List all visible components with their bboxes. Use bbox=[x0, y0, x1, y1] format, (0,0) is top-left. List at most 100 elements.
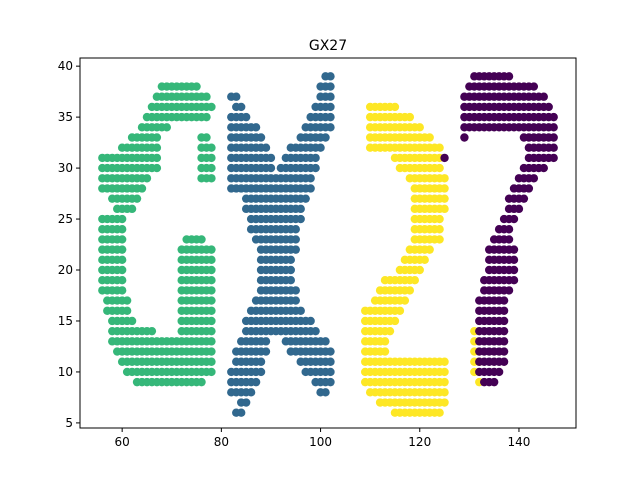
data-point bbox=[420, 255, 429, 265]
data-point bbox=[435, 408, 444, 417]
data-point bbox=[207, 102, 216, 112]
data-point bbox=[261, 347, 271, 356]
data-point bbox=[261, 337, 271, 346]
data-point bbox=[390, 102, 400, 112]
data-point bbox=[207, 357, 216, 366]
data-point bbox=[207, 255, 216, 265]
data-point bbox=[122, 296, 132, 305]
y-tick-label: 40 bbox=[58, 59, 73, 73]
data-point bbox=[326, 102, 335, 112]
data-point bbox=[544, 102, 553, 112]
data-point bbox=[435, 163, 444, 173]
data-point bbox=[400, 296, 410, 305]
data-point bbox=[207, 347, 216, 356]
data-point bbox=[549, 133, 558, 142]
data-point bbox=[127, 316, 137, 326]
series-2 bbox=[361, 102, 484, 417]
x-tick-label: 100 bbox=[309, 435, 332, 449]
data-point bbox=[291, 286, 300, 295]
data-point bbox=[152, 163, 162, 173]
data-point bbox=[286, 255, 295, 265]
data-point bbox=[117, 286, 127, 295]
data-point bbox=[504, 286, 514, 295]
y-tick-label: 15 bbox=[58, 314, 73, 328]
chart-title: GX27 bbox=[309, 38, 347, 54]
data-point bbox=[425, 245, 434, 254]
data-point bbox=[499, 316, 509, 326]
data-point bbox=[207, 306, 216, 315]
x-tick-label: 60 bbox=[115, 435, 130, 449]
data-point bbox=[509, 276, 519, 285]
data-point bbox=[326, 92, 335, 101]
data-point bbox=[232, 92, 241, 101]
x-tick-label: 80 bbox=[214, 435, 229, 449]
data-point bbox=[321, 337, 330, 346]
data-point bbox=[306, 316, 315, 326]
data-point bbox=[499, 357, 509, 366]
data-point bbox=[132, 194, 142, 203]
data-point bbox=[197, 377, 206, 387]
points-layer bbox=[98, 72, 558, 417]
data-point bbox=[301, 194, 310, 203]
series-1 bbox=[227, 72, 335, 417]
data-point bbox=[524, 184, 534, 193]
data-point bbox=[207, 367, 216, 377]
data-point bbox=[117, 255, 127, 265]
data-point bbox=[440, 367, 449, 377]
data-point bbox=[410, 276, 419, 285]
data-point bbox=[440, 357, 449, 366]
data-point bbox=[316, 143, 325, 152]
data-point bbox=[207, 316, 216, 326]
data-point bbox=[251, 123, 261, 132]
data-point bbox=[266, 163, 276, 173]
data-point bbox=[117, 235, 127, 244]
data-point bbox=[117, 225, 127, 234]
data-point bbox=[142, 174, 152, 183]
data-point bbox=[435, 235, 444, 244]
data-point bbox=[256, 133, 266, 142]
data-point bbox=[326, 82, 335, 91]
data-point bbox=[326, 367, 335, 377]
data-point bbox=[499, 306, 509, 315]
data-point bbox=[207, 276, 216, 285]
data-point bbox=[385, 326, 395, 336]
data-point bbox=[152, 143, 162, 152]
data-point bbox=[207, 163, 216, 173]
data-point bbox=[326, 357, 335, 366]
data-point bbox=[162, 123, 171, 132]
data-point bbox=[435, 225, 444, 234]
y-tick-label: 30 bbox=[58, 161, 73, 175]
data-point bbox=[202, 112, 211, 122]
data-point bbox=[380, 347, 390, 356]
data-point bbox=[440, 184, 449, 193]
data-point bbox=[207, 265, 216, 275]
data-point bbox=[326, 377, 335, 387]
data-point bbox=[549, 123, 558, 132]
data-point bbox=[152, 133, 162, 142]
data-point bbox=[504, 72, 514, 81]
data-point bbox=[117, 245, 127, 254]
data-point bbox=[440, 174, 449, 183]
x-axis: 60 80 100 120 140 bbox=[115, 428, 531, 449]
data-point bbox=[296, 204, 305, 214]
data-point bbox=[291, 225, 300, 234]
data-point bbox=[237, 408, 246, 417]
data-point bbox=[326, 72, 335, 81]
data-point bbox=[152, 153, 162, 163]
data-point bbox=[405, 112, 415, 122]
data-point bbox=[440, 153, 449, 163]
data-point bbox=[509, 245, 519, 254]
data-point bbox=[440, 388, 449, 397]
data-point bbox=[326, 112, 335, 122]
data-point bbox=[127, 204, 137, 214]
data-point bbox=[440, 377, 449, 387]
data-point bbox=[197, 235, 206, 244]
x-tick-label: 140 bbox=[508, 435, 531, 449]
y-tick-label: 20 bbox=[58, 263, 73, 277]
data-point bbox=[539, 163, 548, 173]
data-point bbox=[494, 367, 504, 377]
data-point bbox=[460, 133, 469, 142]
data-point bbox=[207, 143, 216, 152]
data-point bbox=[256, 367, 266, 377]
